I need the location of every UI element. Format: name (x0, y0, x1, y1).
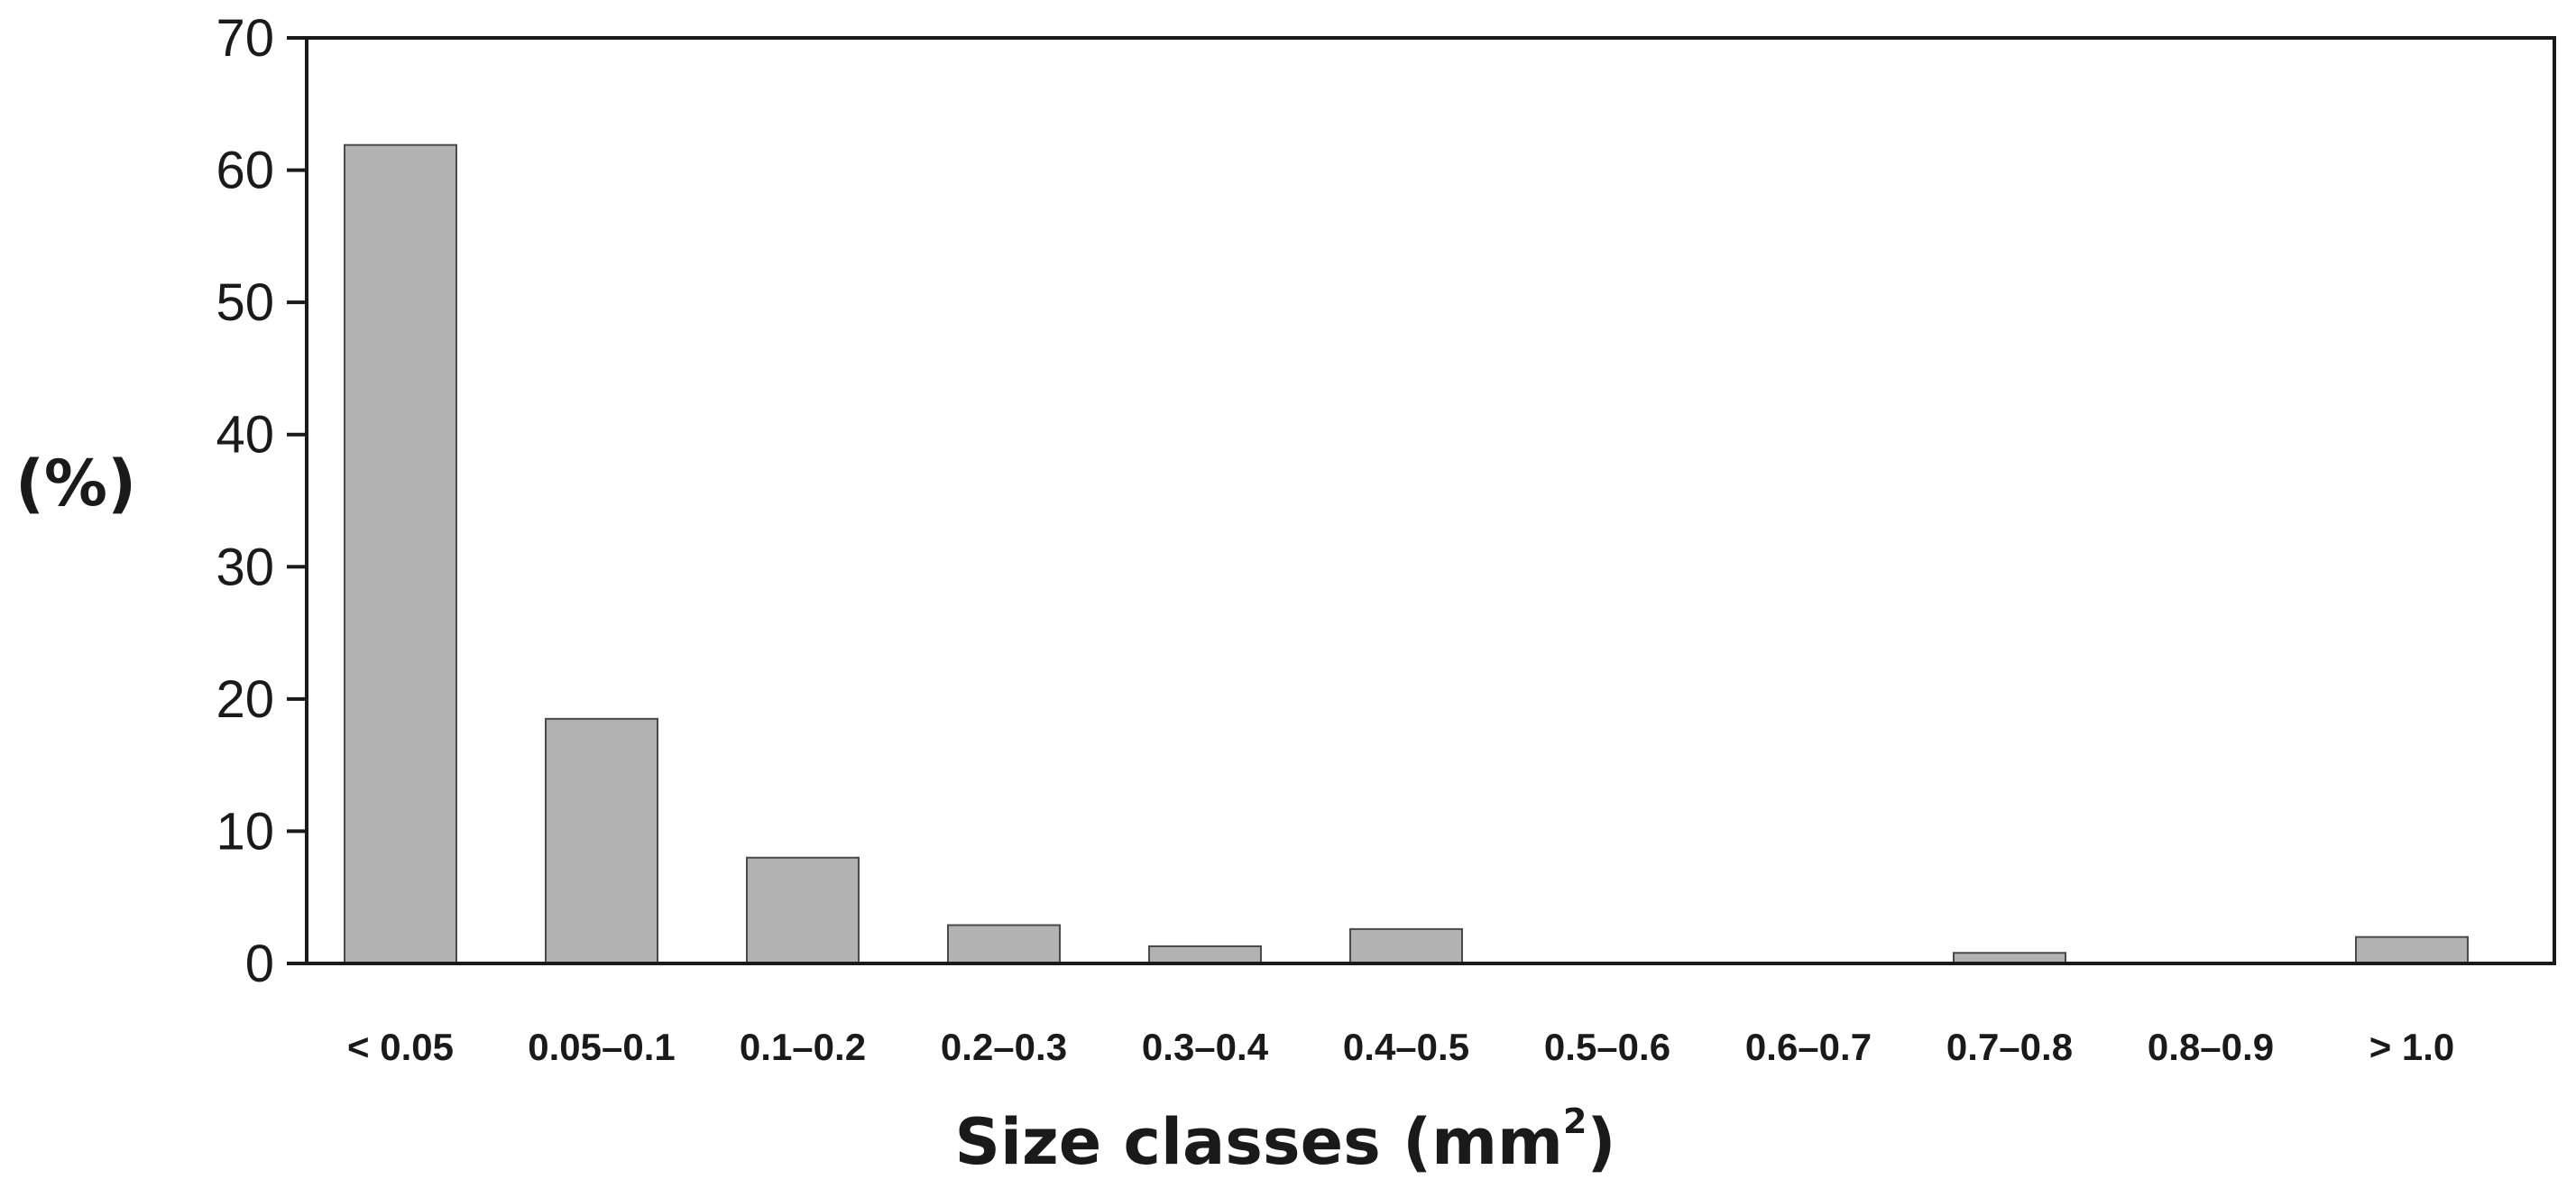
y-tick-label: 50 (216, 273, 274, 332)
bar (2355, 935, 2469, 964)
y-tick-label: 70 (216, 9, 274, 68)
x-tick-label: < 0.05 (347, 1026, 454, 1068)
x-axis-title-suffix: ) (1587, 1105, 1615, 1179)
y-tick-label: 20 (216, 670, 274, 729)
y-tick-label: 30 (216, 538, 274, 596)
x-tick-label: 0.5–0.6 (1544, 1026, 1670, 1068)
y-tick-label: 10 (216, 802, 274, 861)
y-tick-label: 60 (216, 142, 274, 200)
bar (1148, 945, 1262, 964)
y-tick-label: 40 (216, 406, 274, 465)
x-tick-label: 0.2–0.3 (941, 1026, 1067, 1068)
x-tick-label: 0.1–0.2 (740, 1026, 866, 1068)
x-tick-label: 0.6–0.7 (1745, 1026, 1872, 1068)
y-tick-label: 0 (245, 935, 274, 993)
bar (1349, 927, 1463, 965)
x-tick-label: > 1.0 (2369, 1026, 2455, 1068)
x-axis-title-main: Size classes (mm (955, 1105, 1563, 1179)
x-axis: < 0.05 0.05–0.1 0.1–0.2 0.2–0.3 0.3–0.4 0.4–0… (347, 1026, 2454, 1068)
x-axis-title: Size classes (mm2) (955, 1101, 1616, 1179)
bar (545, 717, 658, 964)
y-axis-title: (%) (15, 447, 136, 521)
x-tick-label: 0.05–0.1 (528, 1026, 676, 1068)
x-tick-label: 0.4–0.5 (1343, 1026, 1469, 1068)
x-tick-label: 0.8–0.9 (2148, 1026, 2274, 1068)
x-axis-title-superscript: 2 (1563, 1101, 1587, 1141)
bar (947, 924, 1061, 964)
y-axis: 0 10 20 30 40 50 60 70 (216, 9, 307, 993)
x-tick-label: 0.3–0.4 (1142, 1026, 1269, 1068)
x-tick-label: 0.7–0.8 (1946, 1026, 2073, 1068)
plot-frame (305, 36, 2556, 965)
bar (746, 856, 860, 964)
bars-group (344, 143, 2469, 965)
bar (344, 143, 457, 965)
